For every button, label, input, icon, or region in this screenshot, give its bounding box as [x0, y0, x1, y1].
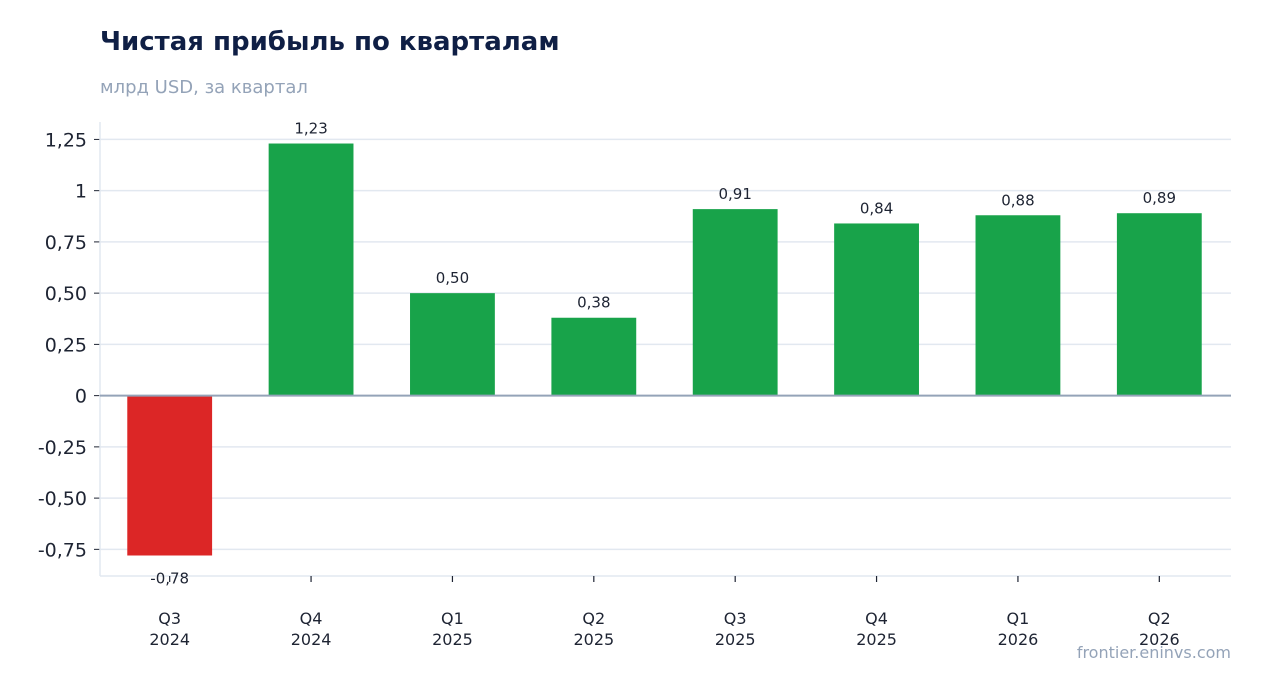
- bar: [410, 293, 495, 396]
- x-tick-label: 2025: [856, 630, 897, 649]
- bar: [834, 223, 919, 396]
- y-tick-label: 1,25: [45, 129, 87, 151]
- data-label: 0,89: [1143, 189, 1176, 207]
- x-tick-label: Q1: [441, 609, 464, 628]
- bar: [975, 215, 1061, 396]
- source-credit: frontier.eninvs.com: [1076, 643, 1231, 662]
- data-label: 0,38: [577, 294, 610, 312]
- data-label: 0,50: [436, 269, 469, 287]
- chart-subtitle: млрд USD, за квартал: [100, 77, 308, 98]
- y-tick-label: -0,75: [38, 539, 87, 561]
- bar: [551, 317, 637, 396]
- x-tick-label: 2026: [998, 630, 1039, 649]
- y-tick-label: -0,25: [38, 437, 87, 459]
- data-label: 0,91: [718, 185, 751, 203]
- bar: [1116, 213, 1202, 396]
- data-label: 0,84: [860, 199, 893, 217]
- x-tick-label: Q3: [158, 609, 181, 628]
- x-tick-label: 2025: [715, 630, 756, 649]
- y-tick-label: 0,25: [45, 334, 87, 356]
- x-tick-label: Q4: [865, 609, 888, 628]
- x-tick-label: Q2: [582, 609, 605, 628]
- data-label: 0,88: [1001, 191, 1034, 209]
- x-tick-label: Q4: [300, 609, 323, 628]
- bar: [268, 143, 354, 396]
- chart-title: Чистая прибыль по кварталам: [100, 27, 560, 57]
- x-tick-label: Q1: [1007, 609, 1030, 628]
- x-tick-label: 2025: [432, 630, 473, 649]
- x-tick-label: 2024: [149, 630, 190, 649]
- y-tick-label: -0,50: [38, 488, 87, 510]
- bar: [127, 395, 213, 556]
- y-tick-label: 0,50: [45, 283, 87, 305]
- y-tick-label: 1: [75, 181, 87, 203]
- y-tick-label: 0,75: [45, 232, 87, 254]
- y-tick-label: 0: [75, 386, 87, 408]
- bar: [692, 209, 778, 396]
- x-tick-label: Q2: [1148, 609, 1171, 628]
- data-label: 1,23: [294, 120, 327, 138]
- x-tick-label: 2025: [573, 630, 614, 649]
- x-tick-label: 2024: [291, 630, 332, 649]
- x-tick-label: Q3: [724, 609, 747, 628]
- x-tick-label: 2026: [1139, 630, 1180, 649]
